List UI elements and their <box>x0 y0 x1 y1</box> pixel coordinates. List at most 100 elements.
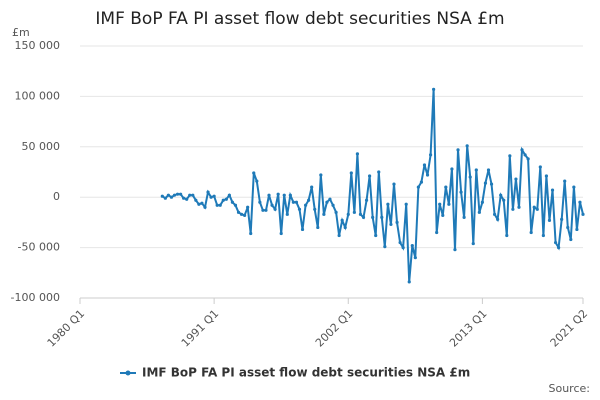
point <box>355 152 360 156</box>
chart-title: IMF BoP FA PI asset flow debt securities… <box>95 9 504 29</box>
point <box>477 210 481 214</box>
point <box>450 167 454 171</box>
point <box>264 208 268 212</box>
point <box>419 180 424 184</box>
point <box>255 179 259 183</box>
point <box>438 202 442 206</box>
point <box>364 198 369 202</box>
point <box>383 244 387 249</box>
point <box>459 190 463 194</box>
point <box>380 215 384 219</box>
point <box>486 168 491 172</box>
point <box>422 163 427 167</box>
point <box>432 87 436 91</box>
point <box>331 203 335 207</box>
point <box>224 197 228 201</box>
point <box>322 212 326 216</box>
point <box>300 227 305 232</box>
point <box>352 210 356 214</box>
point <box>310 185 314 189</box>
point <box>206 190 210 194</box>
point <box>374 233 378 238</box>
point <box>175 192 180 196</box>
point <box>407 280 411 284</box>
point <box>505 233 509 238</box>
point <box>371 215 375 219</box>
point <box>547 218 552 222</box>
point <box>544 174 549 178</box>
point <box>441 213 445 217</box>
series-line <box>161 89 584 282</box>
point <box>270 203 274 207</box>
point <box>163 196 167 200</box>
point <box>465 144 469 148</box>
point <box>334 210 338 214</box>
point <box>532 205 536 209</box>
point <box>572 185 576 189</box>
x-tick-label: 1980 Q1 <box>45 307 88 350</box>
point <box>191 193 195 197</box>
point <box>416 185 420 189</box>
point <box>294 200 299 204</box>
point <box>297 207 302 211</box>
point <box>389 222 393 227</box>
point <box>523 153 527 157</box>
point <box>273 207 277 211</box>
point <box>185 197 189 201</box>
point <box>444 185 448 189</box>
point <box>221 198 225 202</box>
point <box>166 193 171 197</box>
point <box>194 198 198 202</box>
point <box>243 213 247 217</box>
point <box>227 193 231 197</box>
point <box>337 233 341 238</box>
point <box>169 195 174 199</box>
point <box>316 225 320 230</box>
y-tick-label: 100 000 <box>15 89 61 102</box>
point <box>203 205 207 209</box>
point <box>456 148 460 152</box>
point <box>474 168 478 172</box>
point <box>239 212 244 216</box>
legend-marker <box>125 370 131 376</box>
point <box>346 212 350 216</box>
point <box>428 153 433 157</box>
point <box>285 212 289 216</box>
point <box>386 202 390 206</box>
point <box>218 203 222 207</box>
point <box>200 201 204 205</box>
point <box>246 205 250 209</box>
point <box>483 181 488 185</box>
point <box>358 212 363 216</box>
point <box>307 198 311 202</box>
point <box>349 171 353 175</box>
point <box>179 192 183 196</box>
point <box>526 157 530 161</box>
point <box>563 179 567 183</box>
point <box>413 256 417 260</box>
point <box>395 220 399 224</box>
y-tick-label: 50 000 <box>22 140 61 153</box>
point <box>236 210 241 214</box>
point <box>468 175 472 179</box>
point <box>343 225 347 230</box>
point <box>435 230 439 235</box>
point <box>529 230 533 235</box>
y-axis-label: £m <box>12 26 30 39</box>
point <box>313 207 317 211</box>
x-tick-label: 2013 Q1 <box>447 307 490 350</box>
point <box>325 200 329 204</box>
point <box>560 217 564 221</box>
point <box>517 205 521 209</box>
point <box>197 202 201 206</box>
point <box>578 200 582 204</box>
point <box>471 241 475 246</box>
x-tick-label: 2021 Q2 <box>548 307 591 350</box>
point <box>520 148 524 152</box>
point <box>276 192 280 196</box>
point <box>410 243 414 248</box>
point <box>319 173 323 177</box>
x-tick-label: 2002 Q1 <box>313 307 356 350</box>
point <box>550 188 555 192</box>
